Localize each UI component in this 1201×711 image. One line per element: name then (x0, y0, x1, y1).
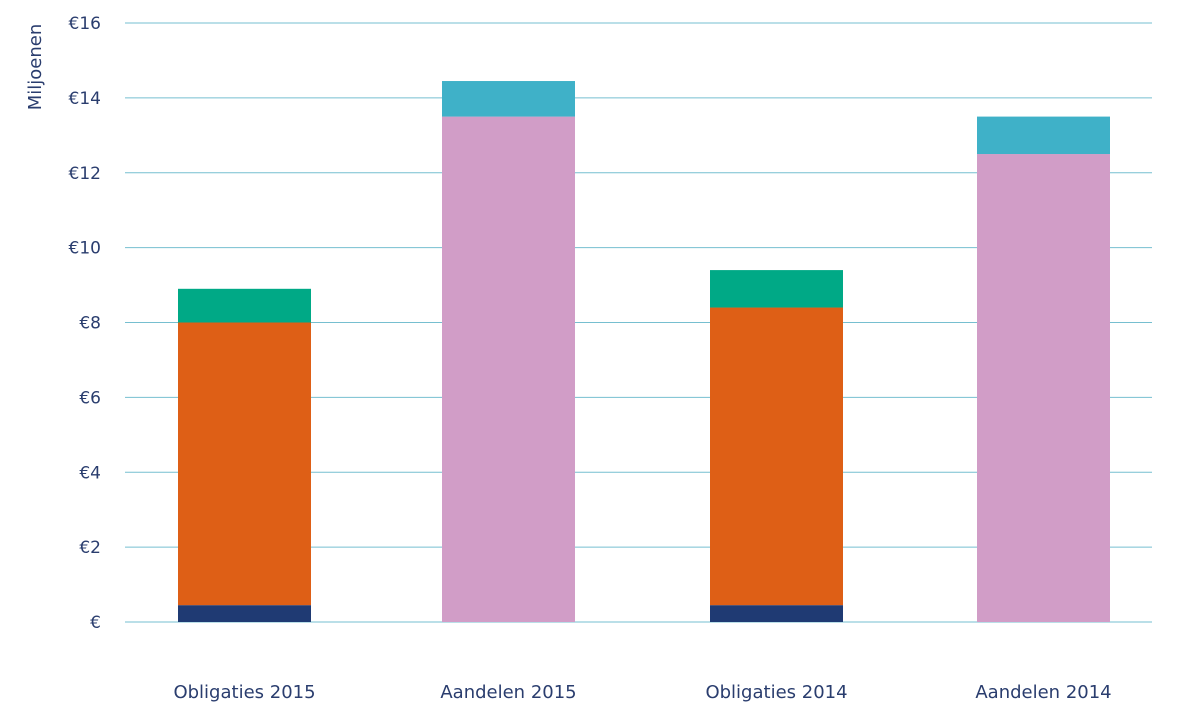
bar-segment (178, 605, 311, 622)
y-axis-ticks: € €2 €4 €6 €8 €10 €12 €14 €16 (69, 14, 101, 633)
y-tick-label: €12 (69, 164, 101, 184)
y-axis-title: Miljoenen (25, 24, 46, 111)
x-axis-categories: Obligaties 2015 Aandelen 2015 Obligaties 2… (173, 682, 1111, 703)
y-tick-label: €4 (79, 463, 101, 483)
bar-segment (178, 323, 311, 606)
bar-segment (710, 270, 843, 307)
bar-segment (710, 605, 843, 622)
y-tick-label: €8 (79, 314, 101, 334)
bar-segment (442, 81, 575, 117)
bars (178, 81, 1110, 622)
bar-segment (178, 289, 311, 323)
bar-segment (710, 308, 843, 606)
x-category-label: Aandelen 2014 (975, 682, 1111, 703)
y-tick-label: €10 (69, 239, 101, 259)
y-tick-label: €14 (69, 89, 101, 109)
y-tick-label: €2 (79, 538, 101, 558)
x-category-label: Obligaties 2015 (173, 682, 315, 703)
y-tick-label: € (90, 613, 101, 633)
x-category-label: Obligaties 2014 (705, 682, 847, 703)
x-category-label: Aandelen 2015 (440, 682, 576, 703)
bar-segment (977, 154, 1110, 622)
y-tick-label: €16 (69, 14, 101, 34)
y-tick-label: €6 (79, 388, 101, 408)
bar-segment (977, 117, 1110, 154)
bar-segment (442, 117, 575, 622)
